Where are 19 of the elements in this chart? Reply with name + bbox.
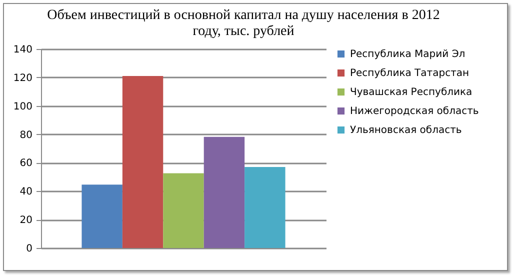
legend-label: Республика Марий Эл (350, 49, 466, 60)
y-tick-label: 120 (13, 72, 32, 84)
bar (204, 136, 245, 248)
legend-label: Нижегородская область (350, 106, 479, 117)
legend-label: Чувашская Республика (350, 87, 472, 98)
legend-label: Ульяновская область (350, 125, 462, 136)
y-tick-label: 0 (26, 244, 32, 254)
y-tick-label: 100 (13, 101, 32, 112)
legend-label: Республика Татарстан (350, 68, 470, 79)
y-tick-label: 140 (13, 44, 32, 56)
y-tick-label: 20 (20, 215, 32, 226)
bar (82, 184, 122, 248)
bar (244, 166, 286, 248)
bar (163, 173, 204, 248)
y-tick-label: 80 (20, 130, 32, 141)
bar (122, 76, 164, 248)
chart-title: Объем инвестиций в основной капитал на душу населения в 2012 году, тыс. рублей (47, 8, 440, 39)
y-tick-label: 60 (20, 158, 32, 170)
y-tick-label: 40 (20, 186, 32, 198)
